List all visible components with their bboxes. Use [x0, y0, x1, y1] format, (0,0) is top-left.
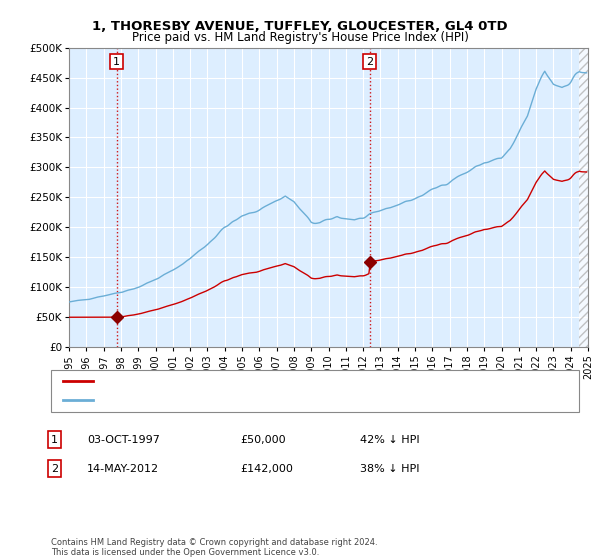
- Text: 1: 1: [113, 57, 120, 67]
- Text: 1: 1: [51, 435, 58, 445]
- Text: 2: 2: [366, 57, 373, 67]
- Text: 2: 2: [51, 464, 58, 474]
- Bar: [580, 48, 588, 347]
- Text: 1, THORESBY AVENUE, TUFFLEY, GLOUCESTER, GL4 0TD (detached house): 1, THORESBY AVENUE, TUFFLEY, GLOUCESTER,…: [99, 376, 470, 386]
- Text: Contains HM Land Registry data © Crown copyright and database right 2024.
This d: Contains HM Land Registry data © Crown c…: [51, 538, 377, 557]
- Text: 14-MAY-2012: 14-MAY-2012: [87, 464, 159, 474]
- Text: Price paid vs. HM Land Registry's House Price Index (HPI): Price paid vs. HM Land Registry's House …: [131, 31, 469, 44]
- Text: 42% ↓ HPI: 42% ↓ HPI: [360, 435, 419, 445]
- Text: HPI: Average price, detached house, Gloucester: HPI: Average price, detached house, Glou…: [99, 395, 337, 405]
- Text: 03-OCT-1997: 03-OCT-1997: [87, 435, 160, 445]
- Text: 38% ↓ HPI: 38% ↓ HPI: [360, 464, 419, 474]
- Text: 1, THORESBY AVENUE, TUFFLEY, GLOUCESTER, GL4 0TD: 1, THORESBY AVENUE, TUFFLEY, GLOUCESTER,…: [92, 20, 508, 32]
- Text: £142,000: £142,000: [240, 464, 293, 474]
- Text: £50,000: £50,000: [240, 435, 286, 445]
